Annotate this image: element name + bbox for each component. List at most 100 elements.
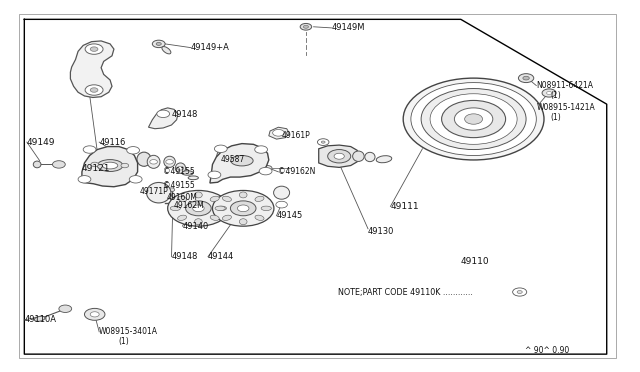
Ellipse shape xyxy=(102,162,118,169)
Text: 49160M: 49160M xyxy=(166,193,197,202)
Circle shape xyxy=(166,160,173,164)
Ellipse shape xyxy=(376,156,392,163)
Text: 49145: 49145 xyxy=(276,211,303,220)
Text: 49121: 49121 xyxy=(82,164,111,173)
Circle shape xyxy=(85,44,103,54)
Ellipse shape xyxy=(261,206,271,211)
Text: (1): (1) xyxy=(550,113,561,122)
Circle shape xyxy=(83,146,96,153)
Ellipse shape xyxy=(177,196,187,202)
Ellipse shape xyxy=(215,206,225,211)
Ellipse shape xyxy=(175,163,186,173)
Ellipse shape xyxy=(147,183,171,203)
Circle shape xyxy=(523,76,529,80)
Text: 49116: 49116 xyxy=(99,138,125,147)
Circle shape xyxy=(156,42,161,45)
Circle shape xyxy=(334,153,344,159)
Circle shape xyxy=(321,141,325,143)
Circle shape xyxy=(259,167,272,175)
Polygon shape xyxy=(319,145,360,167)
Polygon shape xyxy=(70,41,114,97)
Circle shape xyxy=(177,166,184,170)
Ellipse shape xyxy=(231,155,253,166)
Circle shape xyxy=(85,85,103,95)
Circle shape xyxy=(84,308,105,320)
Ellipse shape xyxy=(274,186,290,199)
Circle shape xyxy=(276,201,287,208)
Circle shape xyxy=(442,100,506,138)
Circle shape xyxy=(127,147,140,154)
Ellipse shape xyxy=(216,206,227,211)
Text: W08915-1421A: W08915-1421A xyxy=(536,103,595,112)
Ellipse shape xyxy=(255,196,264,202)
Text: (1): (1) xyxy=(118,337,129,346)
Ellipse shape xyxy=(210,215,220,221)
Text: N08911-6421A: N08911-6421A xyxy=(536,81,593,90)
Ellipse shape xyxy=(164,156,175,167)
Ellipse shape xyxy=(195,219,202,225)
Ellipse shape xyxy=(147,155,160,168)
Ellipse shape xyxy=(195,192,202,198)
Circle shape xyxy=(300,23,312,30)
Circle shape xyxy=(129,176,142,183)
Circle shape xyxy=(465,114,483,124)
Polygon shape xyxy=(216,149,236,159)
Text: 49110: 49110 xyxy=(461,257,490,266)
Text: 49161P: 49161P xyxy=(282,131,310,140)
Text: 49130: 49130 xyxy=(368,227,394,236)
Circle shape xyxy=(78,176,91,183)
Circle shape xyxy=(121,163,129,168)
Text: 49587: 49587 xyxy=(221,155,245,164)
Circle shape xyxy=(454,108,493,130)
Circle shape xyxy=(328,150,351,163)
Ellipse shape xyxy=(188,176,198,180)
Polygon shape xyxy=(82,147,138,187)
Ellipse shape xyxy=(239,219,247,225)
Circle shape xyxy=(403,78,544,160)
Circle shape xyxy=(157,110,170,118)
Ellipse shape xyxy=(177,215,187,221)
Circle shape xyxy=(152,40,165,48)
Text: 49149M: 49149M xyxy=(332,23,365,32)
Text: 49149: 49149 xyxy=(27,138,56,147)
Circle shape xyxy=(255,146,268,153)
Ellipse shape xyxy=(222,215,232,221)
Text: 49148: 49148 xyxy=(172,252,198,261)
Ellipse shape xyxy=(353,151,364,161)
Circle shape xyxy=(91,162,99,167)
Ellipse shape xyxy=(182,171,193,175)
Circle shape xyxy=(186,201,211,216)
Text: ©49155: ©49155 xyxy=(163,167,195,176)
Text: 49111: 49111 xyxy=(390,202,419,211)
Polygon shape xyxy=(148,108,178,129)
Circle shape xyxy=(59,305,72,312)
Ellipse shape xyxy=(210,196,220,202)
Ellipse shape xyxy=(255,215,264,221)
Circle shape xyxy=(273,129,284,136)
Circle shape xyxy=(430,94,517,144)
Circle shape xyxy=(317,139,329,145)
Circle shape xyxy=(212,190,274,226)
Circle shape xyxy=(517,291,522,294)
Text: 49162M: 49162M xyxy=(174,201,205,210)
Text: 49110A: 49110A xyxy=(24,315,56,324)
Ellipse shape xyxy=(162,46,171,54)
Text: (1): (1) xyxy=(550,92,561,100)
Text: NOTE;PART CODE 49110K ............: NOTE;PART CODE 49110K ............ xyxy=(338,288,473,296)
Circle shape xyxy=(52,161,65,168)
Circle shape xyxy=(542,89,556,97)
Polygon shape xyxy=(210,144,269,183)
Circle shape xyxy=(168,188,175,192)
Ellipse shape xyxy=(35,316,45,321)
Circle shape xyxy=(90,312,99,317)
Circle shape xyxy=(263,166,272,171)
Text: ©49155: ©49155 xyxy=(163,181,195,190)
Ellipse shape xyxy=(97,160,123,171)
Polygon shape xyxy=(269,127,289,139)
Text: 49171P: 49171P xyxy=(140,187,168,196)
Circle shape xyxy=(90,47,98,51)
Ellipse shape xyxy=(222,196,232,202)
Circle shape xyxy=(150,160,157,164)
Ellipse shape xyxy=(239,192,247,198)
Circle shape xyxy=(90,88,98,92)
